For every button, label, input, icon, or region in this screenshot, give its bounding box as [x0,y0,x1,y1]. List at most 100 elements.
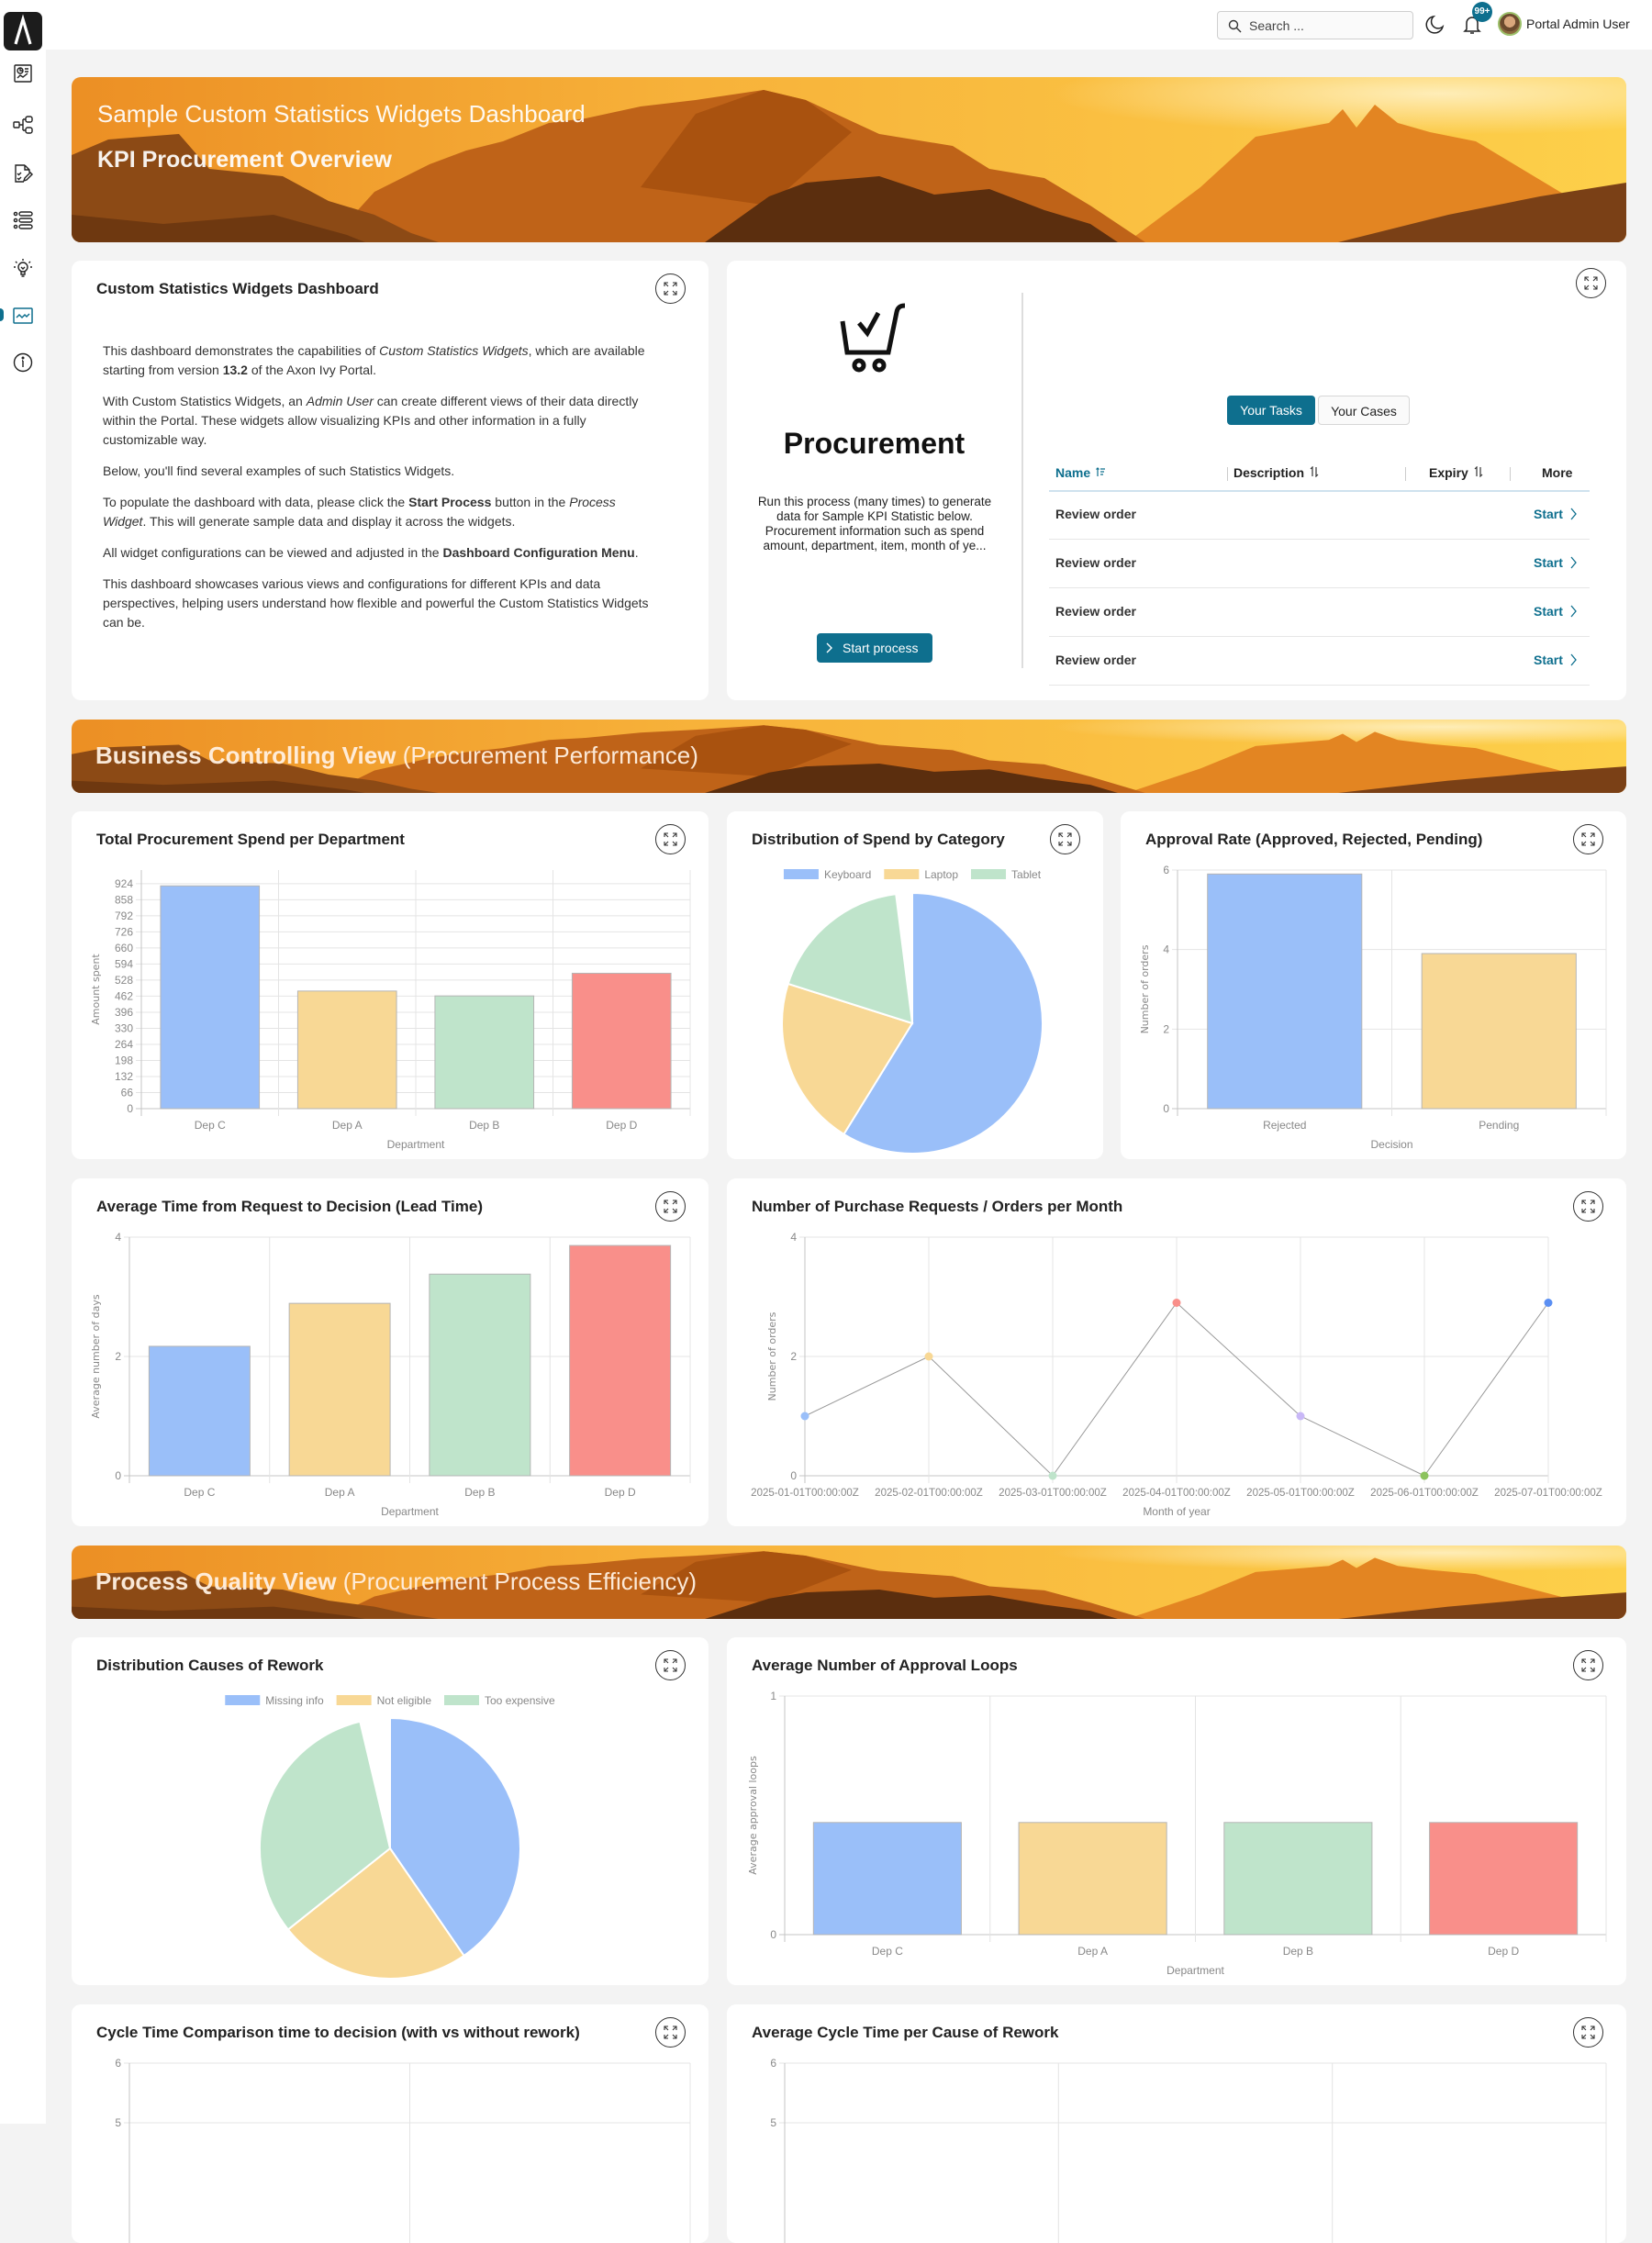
pie-slice[interactable] [787,893,914,1025]
bar[interactable] [1018,1822,1167,1936]
bar[interactable] [148,1345,251,1477]
intro-paragraph: This dashboard showcases various views a… [103,575,659,632]
legend-label[interactable]: Laptop [924,868,958,881]
bar[interactable] [1421,953,1577,1110]
data-point[interactable] [1296,1412,1305,1421]
x-tick-label: 2025-06-01T00:00:00Z [1370,1488,1479,1499]
sidebar-item-cases[interactable] [12,209,34,231]
y-tick-label: 4 [115,1231,121,1244]
task-name[interactable]: Review order [1055,555,1136,570]
legend-label[interactable]: Not eligible [377,1694,432,1707]
legend-label[interactable]: Tablet [1011,868,1042,881]
expand-button[interactable] [655,2017,686,2048]
chevron-right-icon [1570,556,1577,569]
expand-button[interactable] [1573,1650,1603,1680]
section-banner-business-controlling: Business Controlling View (Procurement P… [72,720,1626,793]
bar[interactable] [812,1822,962,1936]
y-axis-title: Average number of days [90,1294,102,1418]
legend-swatch[interactable] [336,1695,372,1705]
task-start-link[interactable]: Start [1534,507,1577,521]
task-name[interactable]: Review order [1055,604,1136,619]
expand-button[interactable] [655,1191,686,1222]
card-title: Custom Statistics Widgets Dashboard [96,280,379,297]
chart-card: Average Number of Approval Loops 0 1 Dep C D… [727,1637,1626,1985]
pie-slice[interactable] [843,891,1044,1155]
bar[interactable] [160,885,261,1110]
legend-label[interactable]: Keyboard [824,868,871,881]
expand-button[interactable] [1573,824,1603,854]
tab-your-cases[interactable]: Your Cases [1318,396,1410,425]
data-point[interactable] [1048,1471,1057,1480]
task-start-link[interactable]: Start [1534,604,1577,619]
expand-button[interactable] [655,273,686,304]
column-label: Name [1055,465,1091,480]
bar[interactable] [1429,1822,1579,1936]
pie-slice[interactable] [389,1716,521,1958]
x-tick-label: Dep C [872,1945,903,1958]
task-start-link[interactable]: Start [1534,653,1577,667]
data-point[interactable] [800,1412,809,1421]
sidebar-item-ideas[interactable] [12,257,34,279]
column-header-description[interactable]: Description [1233,465,1319,480]
chart-title: Total Procurement Spend per Department [96,831,405,848]
legend-swatch[interactable] [884,869,920,879]
bar[interactable] [571,972,672,1110]
chevron-right-icon [826,642,832,653]
legend-swatch[interactable] [225,1695,261,1705]
avatar[interactable] [1498,12,1522,36]
legend-swatch[interactable] [971,869,1007,879]
expand-button[interactable] [655,1650,686,1680]
legend-swatch[interactable] [783,869,819,879]
sidebar-item-processes[interactable] [12,114,34,136]
dashboard-icon [14,64,32,83]
column-header-expiry[interactable]: Expiry [1429,465,1483,480]
bar[interactable] [434,995,535,1110]
expand-button[interactable] [1573,2017,1603,2048]
y-tick-label: 0 [770,1928,776,1941]
bar[interactable] [296,990,397,1110]
sidebar-item-statistics[interactable] [12,305,34,327]
data-point[interactable] [924,1352,933,1361]
sidebar-item-tasks[interactable] [12,162,34,184]
legend-swatch[interactable] [444,1695,480,1705]
y-tick-label: 0 [115,1469,121,1482]
chart-canvas: 0 2 4 6 Rejected Pending Decision Number of ord… [1139,864,1607,1151]
user-name[interactable]: Portal Admin User [1526,17,1630,31]
sidebar-item-dashboard[interactable] [12,62,34,84]
chart-title: Cycle Time Comparison time to decision (… [96,2024,580,2041]
task-name[interactable]: Review order [1055,653,1136,667]
data-point[interactable] [1172,1299,1181,1307]
y-tick-label: 594 [115,957,133,970]
x-tick-label: Dep A [1077,1945,1108,1958]
expand-button[interactable] [1576,268,1606,298]
data-point[interactable] [1420,1471,1429,1480]
tab-your-tasks[interactable]: Your Tasks [1227,396,1315,425]
search-input[interactable] [1247,16,1403,36]
pie-slice[interactable] [259,1720,392,1931]
bar[interactable] [429,1273,531,1477]
bar[interactable] [1207,873,1363,1110]
expand-button[interactable] [1050,824,1080,854]
legend-label[interactable]: Missing info [265,1694,324,1707]
task-start-link[interactable]: Start [1534,555,1577,570]
axon-ivy-logo[interactable] [4,12,42,50]
sidebar-item-info[interactable] [12,352,34,374]
expand-button[interactable] [655,824,686,854]
pie-slice[interactable] [781,982,914,1136]
search-box[interactable] [1217,11,1413,39]
legend-label[interactable]: Too expensive [485,1694,555,1707]
chart-canvas: Keyboard Laptop Tablet [781,868,1044,1155]
pie-slice[interactable] [286,1847,465,1980]
column-header-name[interactable]: Name [1055,465,1106,480]
expand-icon [1581,2025,1595,2039]
bar[interactable] [1223,1822,1373,1936]
dark-mode-toggle-icon[interactable] [1424,15,1445,35]
bar[interactable] [569,1244,672,1477]
chart-card: Distribution of Spend by Category Keyboar… [727,811,1103,1159]
bar[interactable] [288,1302,391,1477]
expand-button[interactable] [1573,1191,1603,1222]
start-process-button[interactable]: Start process [817,633,932,663]
task-name[interactable]: Review order [1055,507,1136,521]
y-tick-label: 132 [115,1070,133,1083]
data-point[interactable] [1544,1299,1553,1307]
